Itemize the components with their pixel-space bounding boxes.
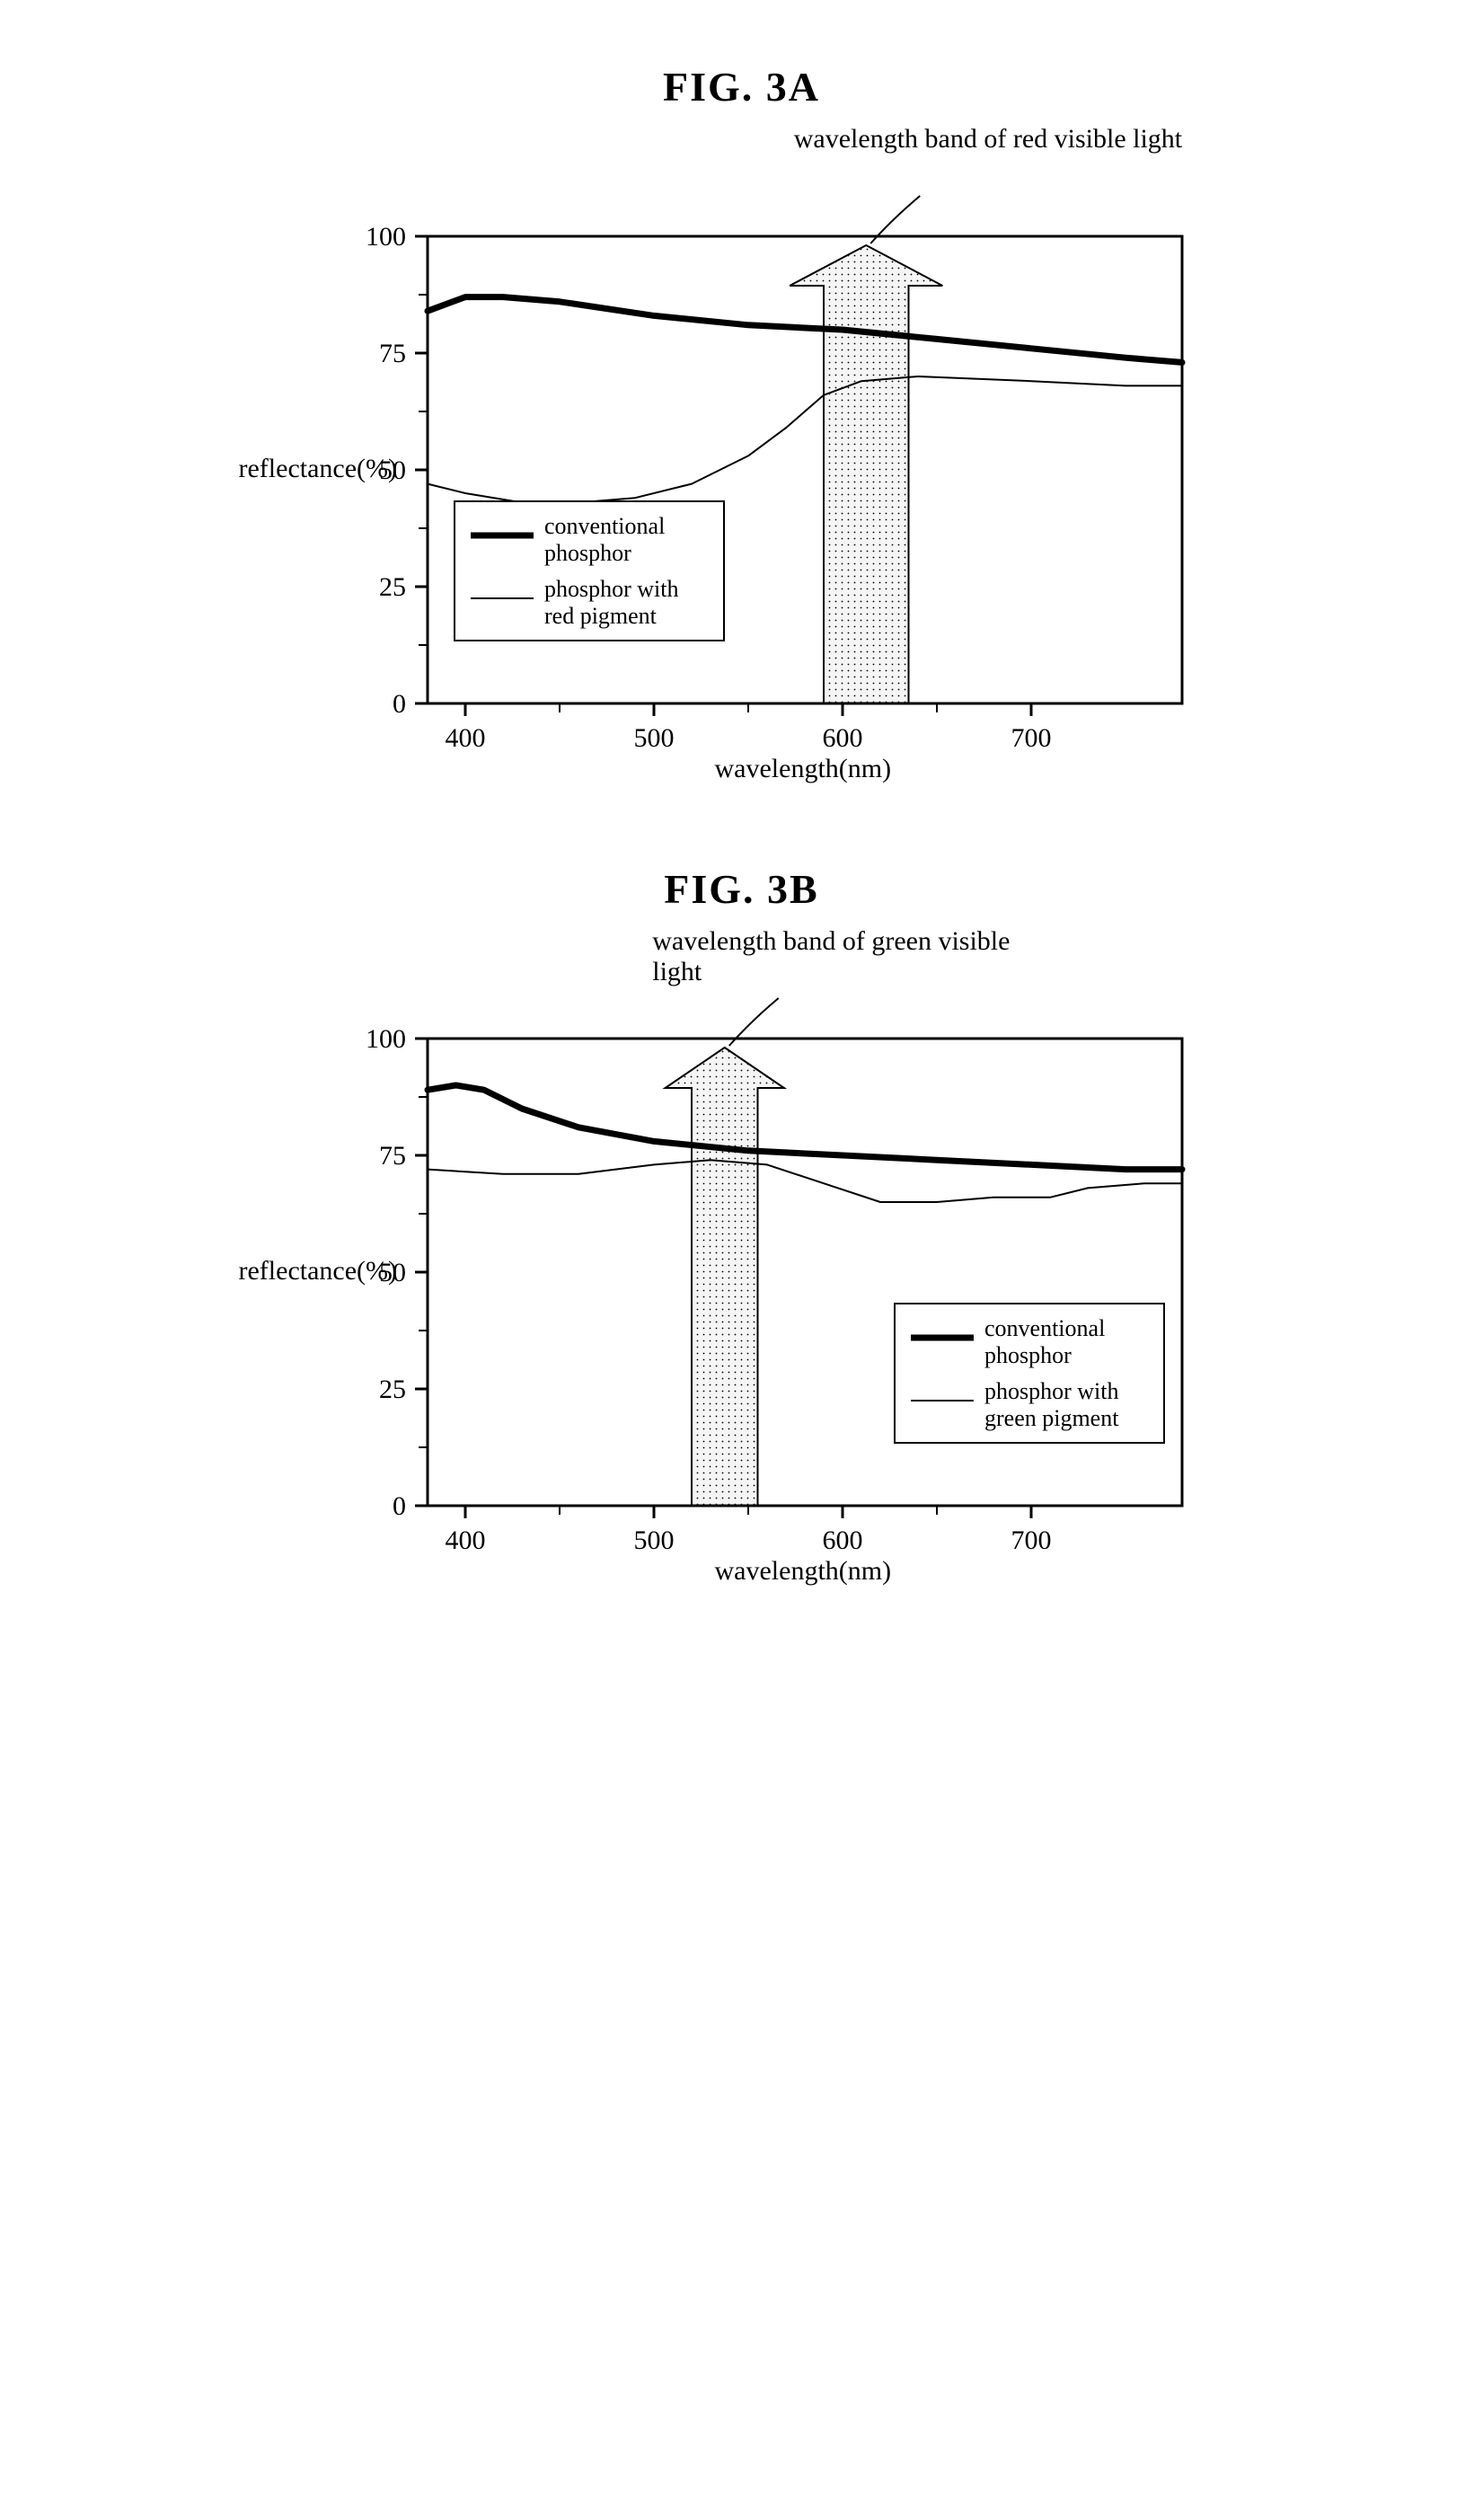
x-tick-label: 400 bbox=[445, 1525, 485, 1555]
y-axis-label: reflectance(%) bbox=[239, 1256, 398, 1287]
fig-b-title: FIG. 3B bbox=[36, 865, 1447, 913]
legend-pigmented-label-1: phosphor with bbox=[984, 1378, 1119, 1404]
y-tick-label: 25 bbox=[379, 1375, 406, 1404]
y-tick-label: 25 bbox=[379, 572, 406, 602]
chart-a: wavelength band of red visible lightrefl… bbox=[248, 164, 1236, 793]
x-tick-label: 600 bbox=[822, 1525, 862, 1555]
y-tick-label: 100 bbox=[366, 1024, 406, 1054]
x-tick-label: 400 bbox=[445, 723, 485, 753]
legend-pigmented-label-2: green pigment bbox=[984, 1405, 1119, 1431]
legend-conventional-label-1: conventional bbox=[984, 1315, 1105, 1341]
wavelength-band-arrow bbox=[665, 1048, 783, 1506]
x-tick-label: 700 bbox=[1011, 723, 1051, 753]
y-tick-label: 75 bbox=[379, 339, 406, 368]
legend-pigmented-label-2: red pigment bbox=[544, 603, 658, 629]
x-tick-label: 500 bbox=[633, 1525, 674, 1555]
y-axis-label: reflectance(%) bbox=[239, 454, 398, 484]
series-conventional bbox=[428, 1085, 1182, 1170]
legend-conventional-label-2: phosphor bbox=[984, 1342, 1072, 1368]
x-axis-label: wavelength(nm) bbox=[715, 754, 892, 784]
x-tick-label: 700 bbox=[1011, 1525, 1051, 1555]
x-axis-label: wavelength(nm) bbox=[715, 1556, 892, 1587]
y-tick-label: 100 bbox=[366, 222, 406, 252]
wavelength-band-arrow bbox=[790, 245, 942, 703]
band-annotation: wavelength band of red visible light bbox=[794, 124, 1198, 155]
legend-conventional-label-2: phosphor bbox=[544, 540, 631, 566]
fig-a-title: FIG. 3A bbox=[36, 63, 1447, 111]
x-tick-label: 500 bbox=[633, 723, 674, 753]
legend-pigmented-label-1: phosphor with bbox=[544, 576, 679, 602]
legend-conventional-label-1: conventional bbox=[544, 513, 665, 539]
series-pigmented bbox=[428, 376, 1182, 502]
y-tick-label: 75 bbox=[379, 1141, 406, 1171]
x-tick-label: 600 bbox=[822, 723, 862, 753]
band-annotation: wavelength band of green visible light bbox=[652, 926, 1056, 987]
chart-b: wavelength band of green visible lightre… bbox=[248, 967, 1236, 1596]
y-tick-label: 0 bbox=[393, 689, 406, 719]
y-tick-label: 0 bbox=[393, 1491, 406, 1521]
series-conventional bbox=[428, 297, 1182, 363]
